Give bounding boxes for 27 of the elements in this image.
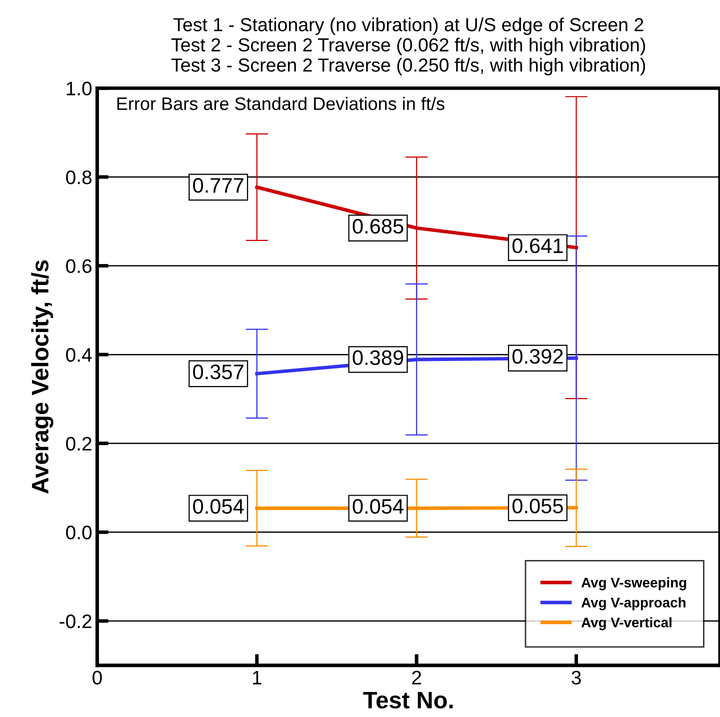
data-label: 0.641 [512, 238, 563, 254]
y-tick-label: -0.2 [60, 614, 92, 628]
legend-label: Avg V-approach [581, 597, 686, 610]
y-tick-label: 0.0 [66, 526, 92, 540]
x-tick-label: 2 [412, 670, 422, 684]
data-label: 0.777 [193, 178, 244, 193]
data-label: 0.054 [193, 499, 244, 514]
data-label: 0.055 [512, 498, 563, 514]
data-label: 0.685 [352, 218, 404, 234]
annotation: Error Bars are Standard Deviations in ft/s [117, 96, 444, 110]
y-tick-label: 0.6 [66, 259, 92, 274]
x-axis-title: Test No. [363, 692, 453, 708]
y-tick-label: 0.2 [66, 436, 92, 451]
data-label: 0.357 [193, 364, 244, 380]
chart-title: Test 1 - Stationary (no vibration) at U/S edge of Screen 2 Test 2 - Screen 2 Traverse (0.062 ft/s, with high vibration) Test 3 - Screen 2 Traverse (0.250 ft/s, with high vibration) [171, 18, 646, 76]
y-tick-label: 1.0 [66, 82, 92, 96]
y-tick-label: 0.8 [66, 170, 92, 184]
x-tick-label: 3 [572, 670, 581, 685]
data-label: 0.392 [512, 348, 563, 364]
data-label: 0.054 [352, 499, 404, 514]
legend-label: Avg V-vertical [581, 617, 672, 630]
data-label: 0.389 [352, 350, 404, 366]
y-axis-title: Average Velocity, ft/s [31, 260, 54, 494]
legend-label: Avg V-sweeping [581, 577, 686, 590]
x-tick-label: 1 [252, 670, 262, 684]
x-tick-label: 0 [92, 670, 102, 685]
y-tick-label: 0.4 [66, 348, 92, 362]
